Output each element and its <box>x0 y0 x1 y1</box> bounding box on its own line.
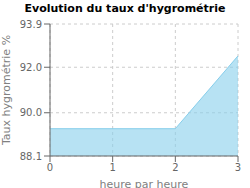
svg-text:3: 3 <box>235 162 241 173</box>
svg-text:0: 0 <box>47 162 53 173</box>
svg-text:Taux hygrométrie %: Taux hygrométrie % <box>8 35 13 146</box>
svg-text:90.0: 90.0 <box>20 107 42 118</box>
svg-text:88.1: 88.1 <box>20 151 42 162</box>
html-text:Evolution du taux d'hygrométri: Evolution du taux d'hygrométrie <box>24 2 226 15</box>
svg-text:1: 1 <box>109 162 115 173</box>
svg-text:92.0: 92.0 <box>20 62 42 73</box>
svg-text:93.9: 93.9 <box>20 19 42 30</box>
svg-text:2: 2 <box>172 162 178 173</box>
svg-text:heure par heure: heure par heure <box>100 178 189 188</box>
